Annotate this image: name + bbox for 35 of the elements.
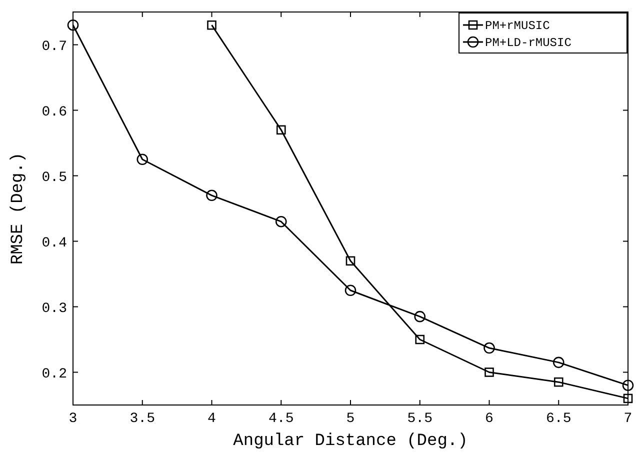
x-tick-label: 4 [208, 411, 216, 427]
x-tick-label: 4.5 [268, 411, 294, 427]
point [623, 394, 633, 404]
x-tick-label: 5.5 [407, 411, 432, 427]
y-axis-title: RMSE (Deg.) [9, 152, 28, 265]
x-tick-label: 3.5 [130, 411, 155, 427]
x-tick-label: 7 [624, 411, 632, 427]
point [344, 284, 356, 296]
x-axis-title: Angular Distance (Deg.) [233, 432, 468, 451]
y-tick-label: 0.2 [42, 366, 67, 382]
legend-label: PM+LD-rMUSIC [485, 36, 572, 50]
point [484, 368, 494, 377]
y-tick-label: 0.4 [42, 235, 67, 252]
legend-label: PM+rMUSIC [485, 19, 550, 33]
point [206, 190, 218, 202]
x-tick-label: 3 [68, 411, 78, 427]
point [415, 334, 425, 344]
point [136, 154, 148, 166]
point [484, 342, 495, 354]
x-tick-label: 6 [485, 411, 494, 427]
y-tick-label: 0.5 [42, 170, 67, 186]
point [554, 377, 564, 387]
point [207, 20, 216, 30]
y-tick-label: 0.6 [42, 104, 67, 120]
y-tick-label: 0.3 [42, 300, 67, 317]
x-tick-label: 5 [346, 411, 355, 427]
y-tick-label: 0.7 [42, 38, 67, 55]
point [276, 125, 286, 135]
point [275, 216, 287, 228]
point [622, 380, 634, 391]
point [552, 356, 564, 368]
point [346, 256, 356, 266]
point [67, 19, 79, 31]
point [414, 310, 426, 322]
x-tick-label: 6.5 [546, 411, 572, 427]
